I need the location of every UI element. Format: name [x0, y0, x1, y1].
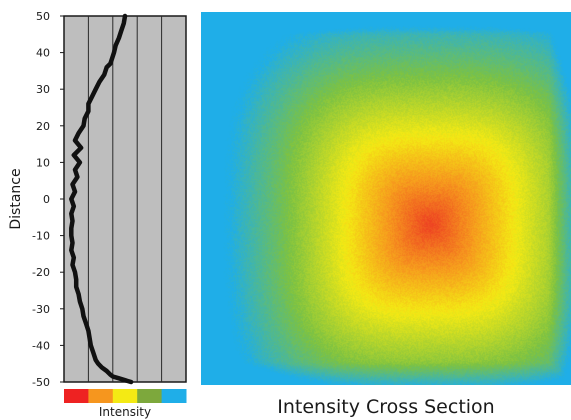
intensity-profile-chart: 50 40 30 20 10 0 -10 -20 -30 -40 -50 Distance Intens…	[8, 10, 187, 419]
profile-plot-area	[63, 13, 187, 385]
color-scale-segment	[161, 389, 187, 403]
y-tick-label: 0	[43, 193, 50, 206]
color-scale-segment	[64, 389, 89, 403]
intensity-heatmap	[201, 12, 571, 385]
y-axis-label: Distance	[8, 168, 24, 229]
y-tick-label: -10	[32, 230, 50, 243]
profile-axes: 50 40 30 20 10 0 -10 -20 -30 -40 -50 Distance Intens…	[8, 10, 187, 419]
intensity-profile-line	[69, 13, 134, 385]
y-tick-label: 40	[36, 47, 50, 60]
y-tick-label: 20	[36, 120, 50, 133]
y-tick-label: 30	[36, 83, 50, 96]
y-tick-label: -50	[32, 376, 50, 389]
y-tick-label: -40	[32, 339, 50, 352]
y-tick-label: -30	[32, 303, 50, 316]
y-tick-label: -20	[32, 266, 50, 279]
color-scale-segment	[112, 389, 138, 403]
color-scale-segment	[88, 389, 114, 403]
heatmap-title: Intensity Cross Section	[277, 396, 495, 418]
y-tick-label: 10	[36, 156, 50, 169]
heatmap-canvas	[201, 12, 571, 385]
color-scale-segment	[137, 389, 163, 403]
y-tick-label: 50	[36, 10, 50, 23]
plot-background	[63, 15, 187, 383]
x-axis-label: Intensity	[99, 405, 151, 419]
